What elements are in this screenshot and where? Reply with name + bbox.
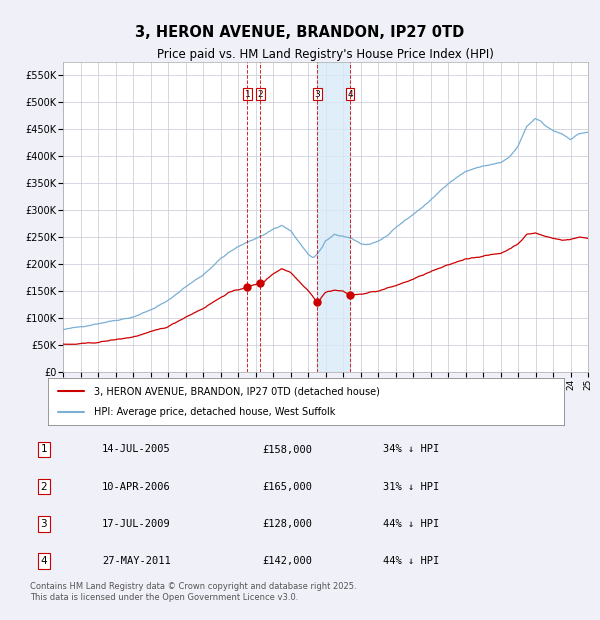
Title: Price paid vs. HM Land Registry's House Price Index (HPI): Price paid vs. HM Land Registry's House … [157, 48, 494, 61]
Text: 2: 2 [40, 482, 47, 492]
Text: 3: 3 [40, 519, 47, 529]
Text: 1: 1 [40, 445, 47, 454]
Text: 44% ↓ HPI: 44% ↓ HPI [383, 556, 440, 566]
Text: 14-JUL-2005: 14-JUL-2005 [102, 445, 170, 454]
Text: 27-MAY-2011: 27-MAY-2011 [102, 556, 170, 566]
Text: 4: 4 [347, 90, 353, 99]
Text: 3: 3 [314, 90, 320, 99]
Text: 10-APR-2006: 10-APR-2006 [102, 482, 170, 492]
Text: 31% ↓ HPI: 31% ↓ HPI [383, 482, 440, 492]
Text: 44% ↓ HPI: 44% ↓ HPI [383, 519, 440, 529]
Text: 3, HERON AVENUE, BRANDON, IP27 0TD: 3, HERON AVENUE, BRANDON, IP27 0TD [136, 25, 464, 40]
Text: £165,000: £165,000 [262, 482, 312, 492]
Text: Contains HM Land Registry data © Crown copyright and database right 2025.
This d: Contains HM Land Registry data © Crown c… [30, 582, 356, 603]
Text: HPI: Average price, detached house, West Suffolk: HPI: Average price, detached house, West… [94, 407, 336, 417]
Text: £128,000: £128,000 [262, 519, 312, 529]
Text: 3, HERON AVENUE, BRANDON, IP27 0TD (detached house): 3, HERON AVENUE, BRANDON, IP27 0TD (deta… [94, 386, 380, 396]
Text: £158,000: £158,000 [262, 445, 312, 454]
Bar [317, 62, 350, 372]
Text: 17-JUL-2009: 17-JUL-2009 [102, 519, 170, 529]
Text: 4: 4 [40, 556, 47, 566]
Text: £142,000: £142,000 [262, 556, 312, 566]
Text: 2: 2 [257, 90, 263, 99]
Text: 34% ↓ HPI: 34% ↓ HPI [383, 445, 440, 454]
Text: 1: 1 [245, 90, 250, 99]
